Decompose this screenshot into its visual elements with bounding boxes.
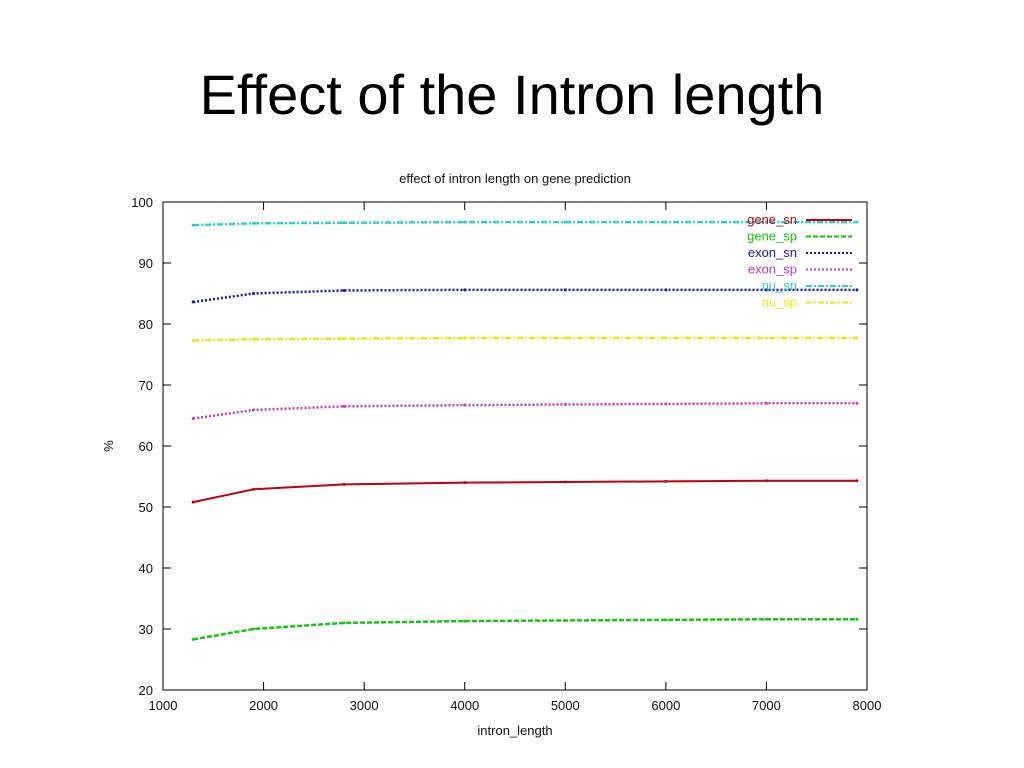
data-point-gene-sn — [463, 481, 467, 485]
data-point-exon-sp — [764, 401, 768, 405]
data-point-nu-sn — [252, 221, 256, 225]
data-point-gene-sn — [664, 479, 668, 483]
data-point-exon-sp — [342, 404, 346, 408]
series-line-gene-sn — [192, 479, 857, 504]
data-point-exon-sn — [342, 288, 346, 292]
y-tick-label: 50 — [139, 500, 153, 515]
data-point-gene-sp — [463, 619, 467, 623]
data-point-exon-sp — [664, 402, 668, 406]
y-tick-label: 100 — [131, 195, 153, 210]
series-line-gene-sp — [192, 617, 857, 641]
legend-label-exon-sn: exon_sn — [748, 245, 797, 260]
y-tick-label: 30 — [139, 622, 153, 637]
y-tick-label: 40 — [139, 561, 153, 576]
data-point-gene-sn — [764, 479, 768, 483]
data-point-nu-sp — [563, 336, 567, 340]
data-point-nu-sn — [191, 223, 195, 227]
data-point-gene-sp — [855, 617, 859, 621]
legend-label-nu-sn: nu_sn — [762, 278, 797, 293]
data-point-exon-sn — [563, 288, 567, 292]
series-line-nu-sp — [193, 336, 857, 342]
data-point-exon-sn — [664, 288, 668, 292]
data-point-gene-sp — [563, 618, 567, 622]
data-point-nu-sp — [664, 336, 668, 340]
chart-title: effect of intron length on gene predicti… — [399, 171, 631, 186]
legend-label-gene-sp: gene_sp — [747, 229, 797, 244]
data-point-exon-sp — [191, 417, 195, 421]
data-point-exon-sn — [764, 288, 768, 292]
data-point-nu-sp — [252, 337, 256, 341]
data-point-nu-sn — [563, 220, 567, 224]
legend-label-exon-sp: exon_sp — [748, 262, 797, 277]
x-tick-label: 8000 — [853, 698, 882, 713]
x-tick-label: 5000 — [551, 698, 580, 713]
data-point-exon-sp — [563, 403, 567, 407]
data-point-nu-sn — [855, 220, 859, 224]
x-tick-label: 1000 — [149, 698, 178, 713]
data-point-gene-sp — [342, 621, 346, 625]
data-point-nu-sn — [342, 221, 346, 225]
y-axis-label: % — [101, 440, 116, 452]
x-tick-label: 3000 — [350, 698, 379, 713]
data-point-gene-sp — [664, 618, 668, 622]
data-point-exon-sp — [252, 408, 256, 412]
x-tick-label: 6000 — [651, 698, 680, 713]
data-point-exon-sp — [855, 401, 859, 405]
data-point-gene-sn — [342, 482, 346, 486]
data-point-nu-sn — [463, 220, 467, 224]
data-point-gene-sn — [252, 487, 256, 491]
data-point-nu-sp — [855, 336, 859, 340]
slide-title: Effect of the Intron length — [199, 63, 825, 126]
data-point-nu-sp — [463, 336, 467, 340]
data-point-exon-sn — [855, 288, 859, 292]
y-tick-label: 70 — [139, 378, 153, 393]
y-tick-label: 90 — [139, 256, 153, 271]
data-point-gene-sp — [252, 627, 256, 631]
legend-label-nu-sp: nu_sp — [762, 295, 797, 310]
data-point-exon-sn — [252, 292, 256, 295]
data-point-nu-sp — [191, 338, 195, 342]
data-point-gene-sp — [764, 617, 768, 621]
legend-label-gene-sn: gene_sn — [747, 212, 797, 227]
data-point-gene-sp — [191, 637, 195, 641]
data-point-nu-sn — [764, 220, 768, 224]
data-point-exon-sn — [191, 300, 195, 304]
series-line-exon-sn — [192, 288, 857, 304]
y-tick-label: 20 — [139, 683, 153, 698]
y-tick-label: 60 — [139, 439, 153, 454]
series-line-nu-sn — [193, 220, 857, 227]
data-point-nu-sp — [342, 337, 346, 341]
y-tick-label: 80 — [139, 317, 153, 332]
axis-ticks: 1000 2000 3000 4000 5000 6000 7000 8000 20 30 40 50… — [131, 195, 881, 713]
data-point-exon-sn — [463, 288, 467, 292]
x-tick-label: 7000 — [752, 698, 781, 713]
data-point-gene-sn — [191, 500, 195, 504]
data-point-exon-sp — [463, 403, 467, 407]
x-axis-label: intron_length — [477, 723, 552, 738]
data-point-nu-sn — [664, 220, 668, 224]
x-tick-label: 4000 — [450, 698, 479, 713]
data-point-gene-sn — [563, 480, 567, 484]
series-lines — [191, 220, 859, 641]
data-point-gene-sn — [855, 479, 859, 483]
data-point-nu-sp — [764, 336, 768, 340]
series-line-exon-sp — [192, 402, 857, 420]
x-tick-label: 2000 — [249, 698, 278, 713]
